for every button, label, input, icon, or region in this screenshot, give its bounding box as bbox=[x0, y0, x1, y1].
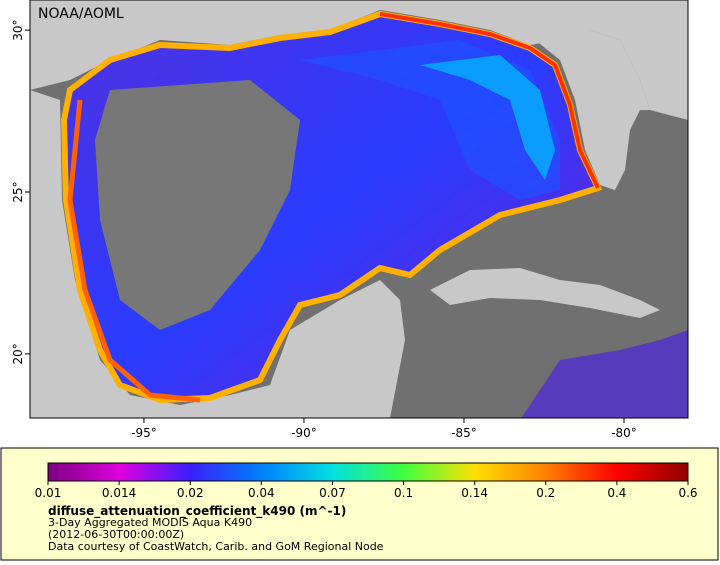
x-tick-label: -90° bbox=[291, 426, 317, 440]
x-tick-label: -95° bbox=[131, 426, 157, 440]
colorbar-tick-label: 0.1 bbox=[394, 486, 413, 500]
colorbar-tick-label: 0.07 bbox=[319, 486, 346, 500]
cuba bbox=[430, 268, 660, 318]
credit: NOAA/AOML bbox=[38, 6, 124, 22]
colorbar-tick-label: 0.2 bbox=[536, 486, 555, 500]
mexico-land bbox=[30, 90, 405, 418]
y-tick-label: 20° bbox=[11, 343, 25, 364]
colorbar-tick-label: 0.04 bbox=[248, 486, 275, 500]
colorbar-tick-label: 0.01 bbox=[35, 486, 62, 500]
y-tick-label: 30° bbox=[11, 19, 25, 40]
y-tick-label: 25° bbox=[11, 181, 25, 202]
axis-ticks: -95° -90° -85° -80° 30° 25° 20° bbox=[11, 19, 637, 440]
colorbar-tick-label: 0.6 bbox=[678, 486, 697, 500]
x-tick-label: -85° bbox=[451, 426, 477, 440]
colorbar-tick-label: 0.02 bbox=[177, 486, 204, 500]
caribbean-field bbox=[521, 330, 688, 418]
coastal-band bbox=[379, 12, 600, 189]
x-tick-label: -80° bbox=[611, 426, 637, 440]
coastal-band bbox=[67, 99, 201, 403]
colorbar bbox=[47, 462, 689, 482]
map-frame bbox=[29, 0, 689, 419]
colorbar-ticks: 0.01 0.014 0.02 0.04 0.07 0.1 0.14 0.2 0.4 0.6 bbox=[35, 481, 698, 500]
legend-line: (2012-06-30T00:00:00Z) bbox=[48, 528, 184, 541]
legend-line: 3-Day Aggregated MODIS Aqua K490 bbox=[48, 516, 252, 529]
k490-cyan bbox=[420, 55, 555, 180]
legend-title: diffuse_attenuation_coefficient_k490 (m^… bbox=[48, 504, 346, 519]
colorbar-tick-label: 0.4 bbox=[607, 486, 626, 500]
gulf-no-data bbox=[95, 80, 300, 330]
colorbar-tick-label: 0.014 bbox=[102, 486, 136, 500]
map bbox=[30, 0, 688, 418]
florida bbox=[535, 30, 650, 190]
legend-line: Data courtesy of CoastWatch, Carib. and … bbox=[48, 540, 384, 553]
colorbar-tick-label: 0.14 bbox=[461, 486, 488, 500]
us-land bbox=[30, 0, 688, 120]
